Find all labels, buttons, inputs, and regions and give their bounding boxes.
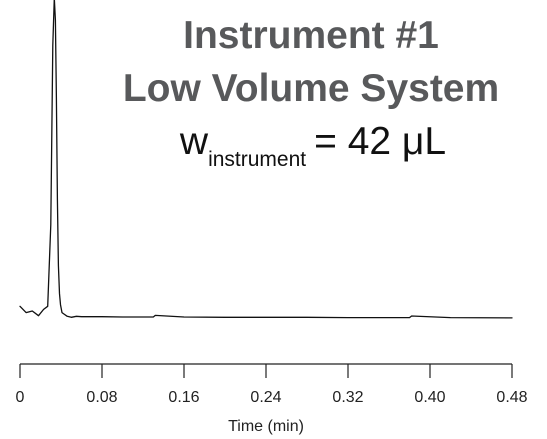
x-axis-ticks: 0 0.08 0.16 0.24 0.32 0.40 0.48 — [16, 364, 528, 406]
x-tick-label: 0.48 — [496, 389, 527, 406]
x-tick-label: 0.32 — [332, 389, 363, 406]
chart-title-line-2: Low Volume System — [122, 67, 500, 110]
x-axis-title: Time (min) — [228, 418, 304, 435]
annotation-subscript: instrument — [208, 148, 307, 171]
annotation-value: = 42 μL — [314, 120, 447, 163]
x-tick-label: 0.16 — [168, 389, 199, 406]
x-tick-label: 0 — [16, 389, 25, 406]
annotation-symbol: w — [179, 120, 209, 163]
x-tick-label: 0.40 — [414, 389, 445, 406]
chart-title-line-1: Instrument #1 — [183, 14, 439, 57]
x-tick-label: 0.08 — [86, 389, 117, 406]
volume-annotation: winstrument = 42 μL — [118, 120, 508, 171]
x-tick-label: 0.24 — [250, 389, 281, 406]
series-line — [19, 0, 513, 319]
